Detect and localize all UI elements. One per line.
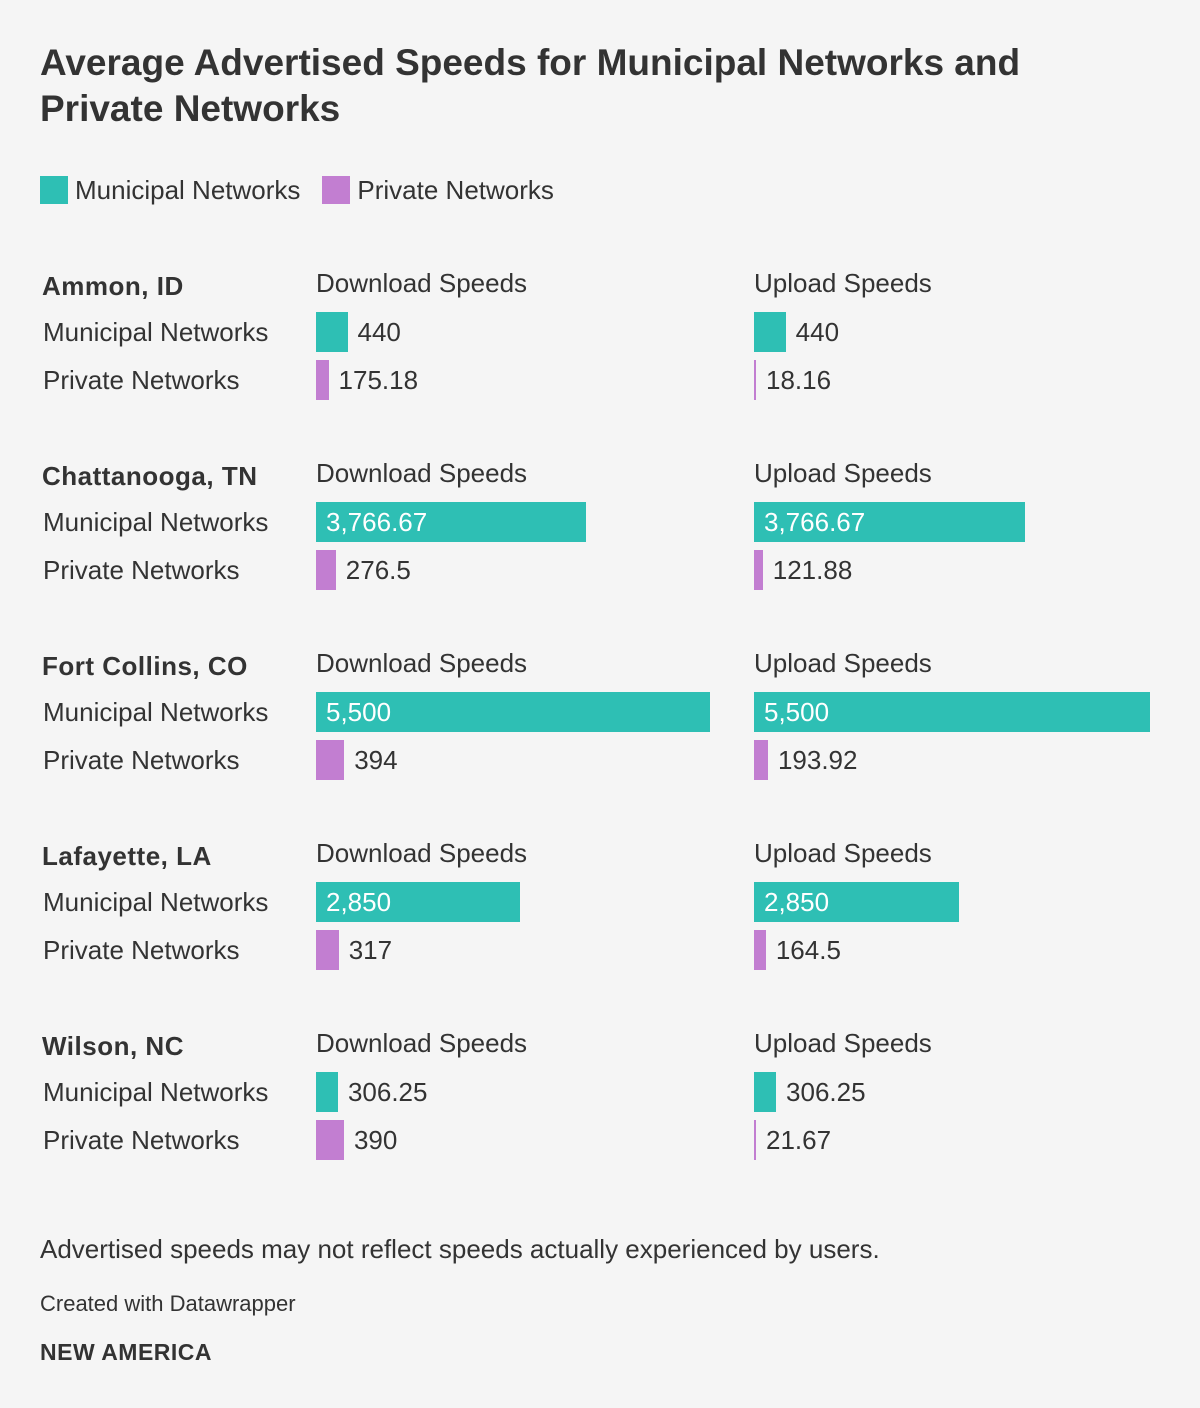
series-label: Private Networks xyxy=(43,935,240,965)
credit-line: Created with Datawrapper xyxy=(40,1291,296,1316)
chart-title: Average Advertised Speeds for Municipal … xyxy=(40,42,1021,129)
data-label: 3,766.67 xyxy=(326,507,428,537)
municipal-download-bar xyxy=(316,502,586,542)
legend-swatch-private xyxy=(322,176,351,204)
data-label: 394 xyxy=(354,745,398,775)
download-column-header: Download Speeds xyxy=(316,1028,528,1058)
legend: Municipal Networks Private Networks xyxy=(40,172,576,208)
data-label: 440 xyxy=(357,317,401,347)
series-label: Private Networks xyxy=(43,365,240,395)
city-name: Chattanooga, TN xyxy=(42,461,258,491)
data-label: 5,500 xyxy=(326,697,392,727)
municipal-download-bar xyxy=(316,882,521,922)
data-label: 21.67 xyxy=(766,1125,832,1155)
legend-swatch-municipal xyxy=(40,176,68,204)
municipal-download-bar xyxy=(316,312,348,352)
data-label: 306.25 xyxy=(347,1077,428,1107)
private-upload-bar xyxy=(754,930,766,970)
data-label: 390 xyxy=(353,1125,398,1155)
private-upload-bar xyxy=(754,360,756,400)
municipal-upload-bar xyxy=(754,692,1150,732)
legend-item-municipal: Municipal Networks xyxy=(40,175,300,206)
upload-column-header: Upload Speeds xyxy=(754,1028,932,1058)
download-column-header: Download Speeds xyxy=(316,648,528,678)
municipal-upload-bar xyxy=(754,502,1026,542)
municipal-upload-bar xyxy=(754,882,960,922)
city-panel: Lafayette, LA Download Speeds Upload Speed… xyxy=(0,838,1200,988)
city-name: Wilson, NC xyxy=(42,1031,184,1061)
data-label: 317 xyxy=(348,935,393,965)
legend-label-private: Private Networks xyxy=(357,174,554,205)
series-label: Private Networks xyxy=(43,1125,240,1155)
data-label: 193.92 xyxy=(777,745,858,775)
private-upload-bar xyxy=(754,740,768,780)
city-name: Ammon, ID xyxy=(42,271,184,301)
data-label: 3,766.67 xyxy=(764,507,866,537)
footnote: Advertised speeds may not reflect speeds… xyxy=(40,1234,880,1264)
legend-label-municipal: Municipal Networks xyxy=(75,174,301,205)
municipal-upload-bar xyxy=(754,1072,777,1112)
data-label: 175.18 xyxy=(338,365,419,395)
brand-logo-text: NEW AMERICA xyxy=(40,1339,213,1365)
city-panel: Fort Collins, CO Download Speeds Upload Sp… xyxy=(0,648,1200,798)
city-panel: Chattanooga, TN Download Speeds Upload Spe… xyxy=(0,458,1200,608)
series-label: Municipal Networks xyxy=(43,887,269,917)
download-column-header: Download Speeds xyxy=(316,838,528,868)
private-download-bar xyxy=(316,360,329,400)
data-label: 306.25 xyxy=(786,1077,866,1107)
series-label: Municipal Networks xyxy=(43,697,269,727)
private-download-bar xyxy=(316,740,345,780)
data-label: 2,850 xyxy=(764,887,830,917)
data-label: 18.16 xyxy=(766,365,832,395)
municipal-upload-bar xyxy=(754,312,786,352)
series-label: Municipal Networks xyxy=(43,1077,269,1107)
series-label: Private Networks xyxy=(43,555,240,585)
series-label: Private Networks xyxy=(43,745,240,775)
data-label: 5,500 xyxy=(764,697,830,727)
download-column-header: Download Speeds xyxy=(316,458,528,488)
municipal-download-bar xyxy=(316,692,710,732)
city-panel: Wilson, NC Download Speeds Upload Speeds Mu… xyxy=(0,1028,1200,1178)
data-label: 276.5 xyxy=(345,555,411,585)
city-name: Fort Collins, CO xyxy=(42,651,248,681)
upload-column-header: Upload Speeds xyxy=(754,268,932,298)
data-label: 121.88 xyxy=(772,555,853,585)
city-panel: Ammon, ID Download Speeds Upload Speeds Mun… xyxy=(0,268,1200,418)
data-label: 164.5 xyxy=(775,935,841,965)
download-column-header: Download Speeds xyxy=(316,268,528,298)
legend-item-private: Private Networks xyxy=(322,175,554,206)
private-download-bar xyxy=(316,1120,344,1160)
data-label: 2,850 xyxy=(326,887,392,917)
data-label: 440 xyxy=(795,317,840,347)
private-upload-bar xyxy=(754,550,763,590)
private-upload-bar xyxy=(754,1120,756,1160)
upload-column-header: Upload Speeds xyxy=(754,838,932,868)
series-label: Municipal Networks xyxy=(43,317,269,347)
municipal-download-bar xyxy=(316,1072,338,1112)
upload-column-header: Upload Speeds xyxy=(754,458,932,488)
series-label: Municipal Networks xyxy=(43,507,269,537)
private-download-bar xyxy=(316,930,339,970)
upload-column-header: Upload Speeds xyxy=(754,648,932,678)
private-download-bar xyxy=(316,550,336,590)
city-name: Lafayette, LA xyxy=(42,841,212,871)
